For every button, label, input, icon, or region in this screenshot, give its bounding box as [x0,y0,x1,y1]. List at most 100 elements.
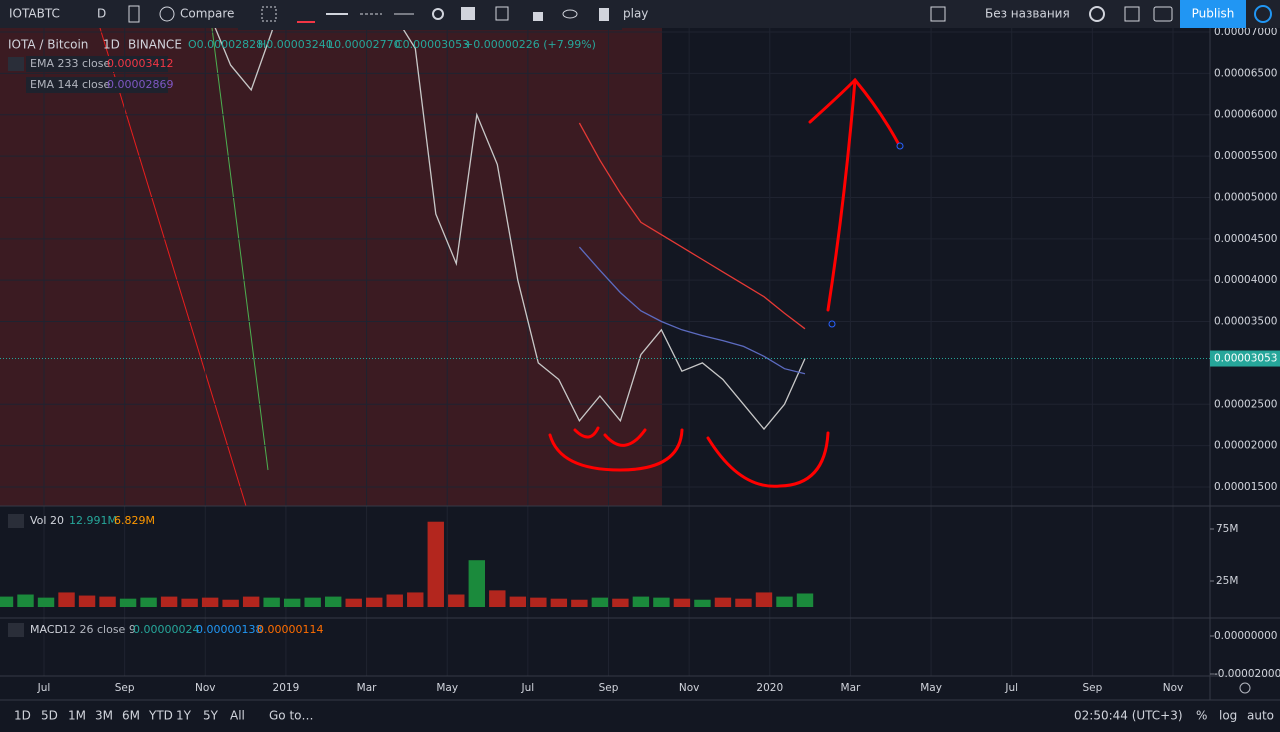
volume-bar [37,597,55,607]
study-value: 0.00003412 [107,57,173,70]
range-button[interactable]: 1M [68,709,86,723]
range-button[interactable]: 1Y [176,709,192,723]
macd-label: MACD [30,623,63,636]
clone[interactable] [495,6,509,21]
volume-bar [366,597,383,607]
axis-settings[interactable] [1239,682,1251,694]
range-button[interactable]: 6M [122,709,140,723]
pattern-arc [573,426,600,439]
volume-bar [714,597,732,607]
volume-bar [0,596,14,607]
symbol[interactable]: IOTABTC [9,7,60,21]
volume-bar [242,596,260,607]
volume-label: Vol 20 [30,514,64,527]
range-button[interactable]: YTD [148,709,173,723]
x-tick-label: May [920,682,942,694]
compare-icon [159,6,175,22]
collapse-button[interactable] [8,514,24,528]
x-tick-label: Sep [599,682,619,694]
study-label: EMA 233 close [30,57,111,70]
interval[interactable]: D [97,7,106,21]
clock: 02:50:44 (UTC+3) [1074,709,1183,723]
settings[interactable] [432,8,444,20]
maximize[interactable] [1124,6,1140,22]
delete[interactable] [599,8,609,21]
volume-bar [345,598,362,607]
y-tick-label: 0.00003500 [1214,316,1277,328]
volume-bar [181,598,198,607]
range-button[interactable]: 5Y [203,709,219,723]
pattern-arc [603,428,647,447]
price-label-box [1210,350,1280,367]
study-row [26,77,168,93]
x-tick-label: Jul [1004,682,1018,694]
y-tick-label: 0.00004000 [1214,274,1277,286]
volume-bar [673,598,691,607]
tool[interactable] [261,6,277,22]
range-button[interactable]: 3M [95,709,113,723]
layout-name[interactable]: Без названия [985,7,1070,21]
grid [0,28,1210,676]
handle [828,320,836,328]
compare-button[interactable]: Compare [180,7,234,21]
replay-button[interactable]: play [623,7,648,21]
price-label: 0.00003053 [1214,353,1277,365]
log-toggle[interactable]: log [1219,709,1237,723]
x-tick-label: Mar [357,682,377,694]
price-line [214,28,806,431]
arrow-shaft [826,78,857,312]
volume-bar [735,598,752,607]
y-tick-label: 25M [1216,575,1238,587]
macd-hist: 0.00000024 [133,623,199,636]
percent-toggle[interactable]: % [1196,709,1207,723]
collapse-button[interactable] [8,57,24,71]
replay-icon[interactable] [1254,5,1272,23]
y-tick-label: 0.00006500 [1214,67,1277,79]
volume-bar [140,597,157,607]
macd-params: 12 26 close 9 [62,623,136,636]
volume-bar [448,594,465,607]
volume-bar [755,592,773,607]
goto-button[interactable]: Go to… [269,709,314,723]
visibility[interactable] [562,9,578,19]
volume-bar [222,599,239,607]
layers[interactable] [461,7,475,20]
y-tick-label: 75M [1216,523,1238,535]
x-tick-label: Sep [115,682,135,694]
x-tick-label: 2019 [273,682,300,694]
volume-bar [99,596,116,607]
legend-close: C0.00003053 [395,38,469,51]
legend-exchange: BINANCE [128,38,182,52]
volume-bar [796,593,814,607]
candle-icon[interactable] [128,5,140,23]
range-button[interactable]: 1D [14,709,31,723]
handle [896,142,904,150]
arrow-head [808,77,900,145]
volume-bar [283,598,301,607]
publish-label[interactable]: Publish [1192,7,1235,21]
volume-value: 12.991M [69,514,117,527]
snapshot[interactable] [1153,6,1173,22]
range-button[interactable]: All [230,709,245,723]
lock[interactable] [533,12,543,21]
auto-toggle[interactable]: auto [1247,709,1274,723]
publish-button[interactable] [1180,0,1246,28]
plot [214,28,806,431]
y-tick-label: 0.00004500 [1214,233,1277,245]
fullscreen[interactable] [930,6,946,22]
ema-233 [578,122,806,330]
settings[interactable] [1089,6,1105,22]
x-tick-label: May [436,682,458,694]
ema-144 [578,246,806,375]
volume-bar [468,560,485,607]
range-button[interactable]: 5D [41,709,58,723]
macd-signal: 0.00000114 [257,623,323,636]
volume-bar [571,599,588,607]
volume-bar [509,596,527,607]
study-row [26,56,168,72]
x-tick-label: Nov [195,682,216,694]
legend-change: +0.00000226 (+7.99%) [464,38,596,51]
x-tick-label: Jul [521,682,535,694]
collapse-button[interactable] [8,623,24,637]
volume-bar [386,594,403,607]
